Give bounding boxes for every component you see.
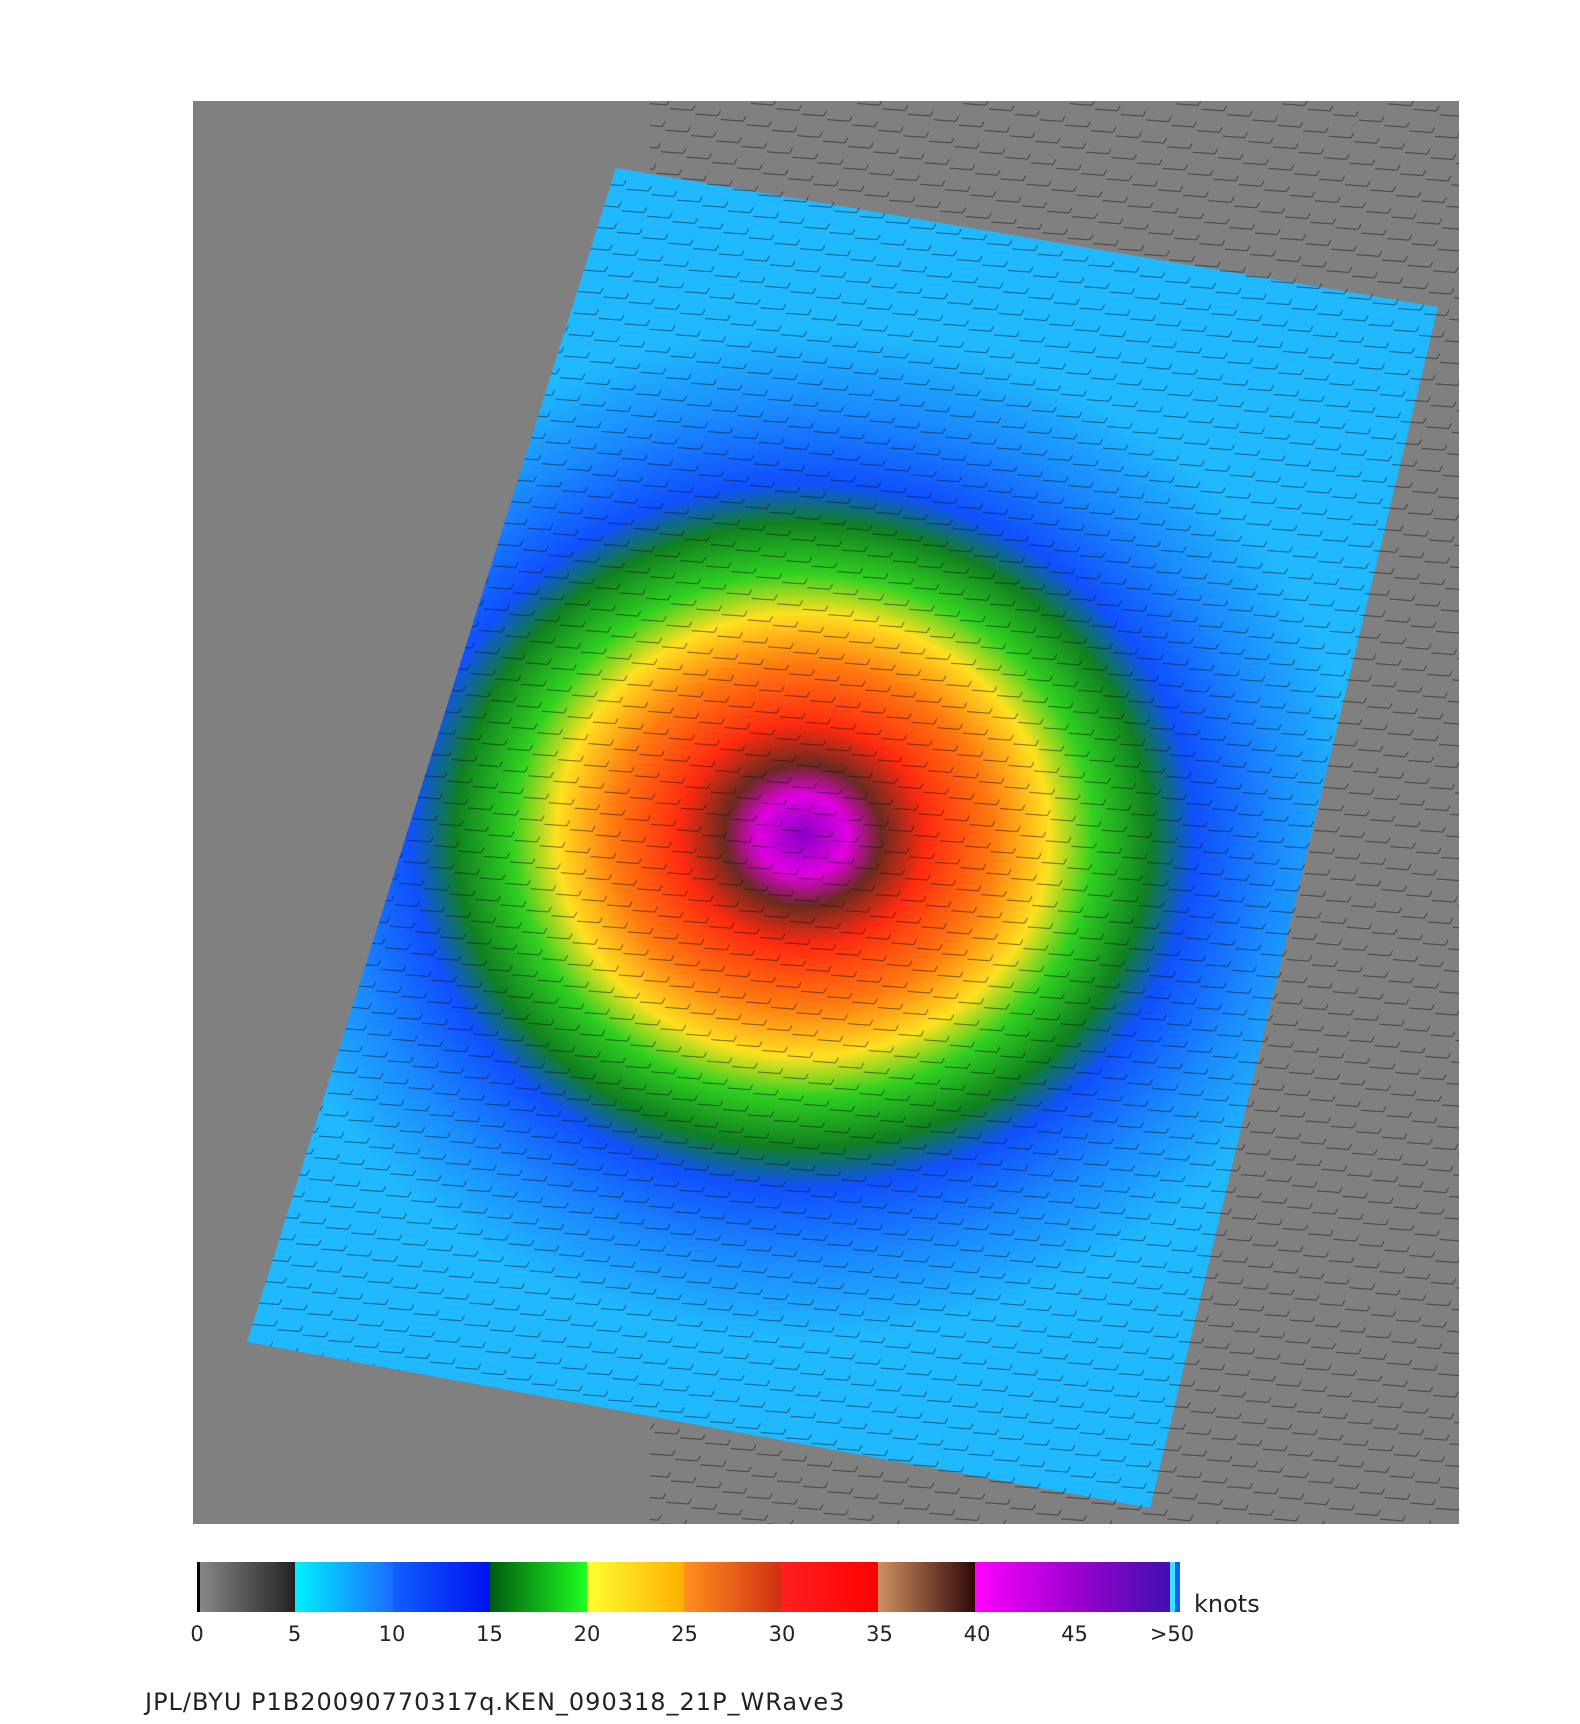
colorbar-segment — [878, 1562, 975, 1612]
colorbar-segment — [490, 1562, 587, 1612]
colorbar-tick-label: 30 — [769, 1622, 796, 1646]
colorbar-segment — [393, 1562, 490, 1612]
colorbar-tick-label: 35 — [866, 1622, 893, 1646]
caption: JPL/BYU P1B20090770317q.KEN_090318_21P_W… — [143, 1688, 845, 1716]
colorbar — [197, 1562, 1180, 1612]
colorbar-tick-label: 20 — [574, 1622, 601, 1646]
colorbar-segment — [1072, 1562, 1170, 1612]
wind-barbs — [247, 168, 1438, 1508]
colorbar-tick-label: 40 — [964, 1622, 991, 1646]
colorbar-edge — [197, 1562, 200, 1612]
colorbar-segment — [1175, 1562, 1180, 1612]
colorbar-tick-label: 45 — [1061, 1622, 1088, 1646]
colorbar-segment — [587, 1562, 684, 1612]
colorbar-segment — [197, 1562, 295, 1612]
colorbar-tick-label: 10 — [379, 1622, 406, 1646]
colorbar-segment — [295, 1562, 393, 1612]
colorbar-segment — [684, 1562, 781, 1612]
colorbar-tick-label: 0 — [190, 1622, 203, 1646]
colorbar-segment — [1170, 1562, 1175, 1612]
colorbar-tick-label: 25 — [671, 1622, 698, 1646]
colorbar-tick-label: >50 — [1150, 1622, 1194, 1646]
colorbar-segment — [781, 1562, 878, 1612]
colorbar-ticks: 0 5 10 15 20 25 30 35 40 45 >50 — [190, 1622, 1194, 1646]
colorbar-tick-label: 5 — [288, 1622, 301, 1646]
unit-label: knots — [1194, 1590, 1260, 1618]
colorbar-segment — [975, 1562, 1072, 1612]
colorbar-tick-label: 15 — [476, 1622, 503, 1646]
